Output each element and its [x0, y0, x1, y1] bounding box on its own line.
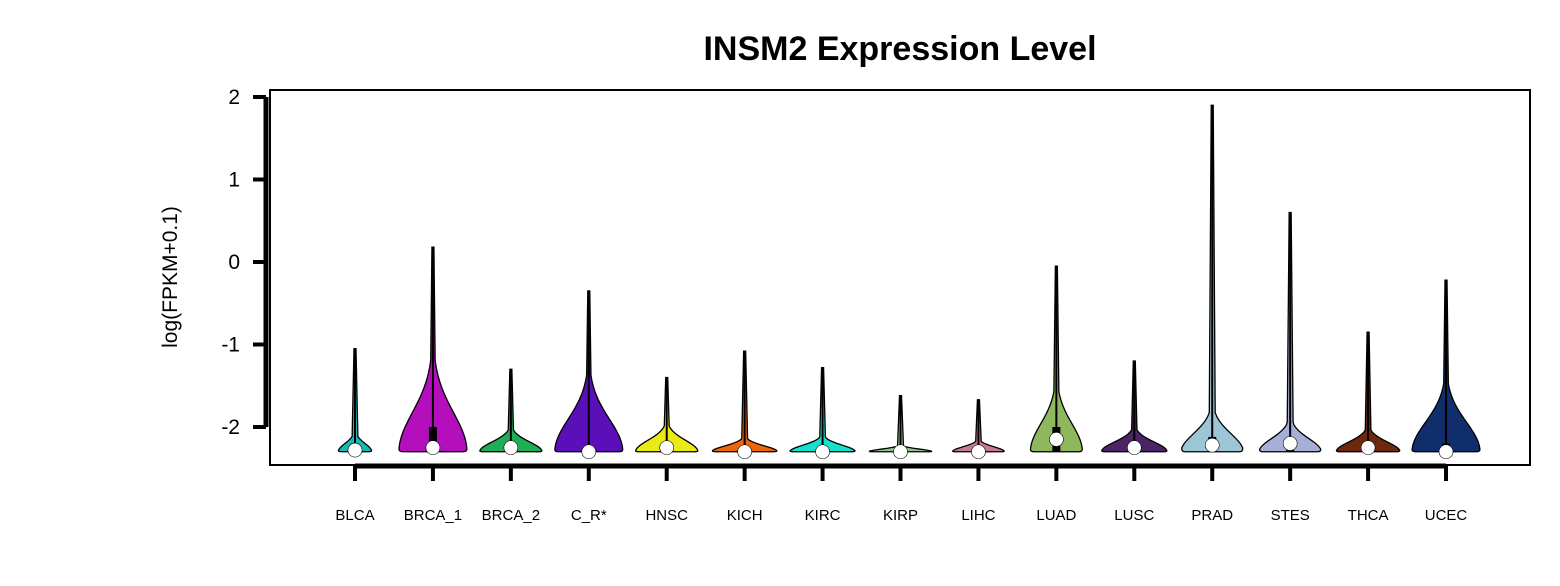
violin-kirc — [789, 366, 856, 460]
x-tick-label: LUSC — [1114, 507, 1154, 524]
x-tick-label: BRCA_1 — [404, 507, 462, 524]
violin-lihc — [952, 399, 1005, 460]
violin-thca — [1335, 331, 1401, 455]
x-tick-label: KIRC — [805, 507, 841, 524]
violin-median-dot — [1204, 437, 1220, 453]
violin-iqr-box — [428, 427, 437, 452]
violin-luad — [1029, 265, 1083, 453]
violin-lusc — [1101, 360, 1168, 455]
x-tick-label: PRAD — [1191, 507, 1233, 524]
y-tick-label: 1 — [228, 169, 240, 192]
violin-kirp — [868, 395, 933, 460]
violin-ucec — [1411, 279, 1481, 460]
x-tick-label: STES — [1271, 507, 1310, 524]
y-tick-label: 0 — [228, 251, 240, 274]
y-tick-label: -1 — [221, 334, 240, 357]
violin-median-dot — [503, 440, 519, 455]
violin-median-dot — [1360, 440, 1376, 455]
y-axis: -2 -1 0 1 2 — [221, 86, 269, 439]
x-tick-label: UCEC — [1425, 507, 1468, 524]
x-tick-label: KIRP — [883, 507, 918, 524]
violin-median-dot — [425, 440, 441, 455]
violin-median-dot — [1049, 432, 1064, 447]
x-tick-label: BLCA — [335, 507, 374, 524]
violin-median-dot — [581, 444, 597, 460]
violin-blca — [337, 347, 373, 458]
violin-median-dot — [893, 444, 908, 460]
x-tick-label: HNSC — [645, 507, 688, 524]
violin-median-dot — [1282, 436, 1298, 451]
violin-median-dot — [971, 444, 986, 460]
y-tick-label: 2 — [228, 86, 240, 109]
x-tick-label: C_R* — [571, 507, 607, 524]
chart-title: INSM2 Expression Level — [703, 30, 1096, 68]
y-axis-label: log(FPKM+0.1) — [159, 206, 182, 348]
violin-median-dot — [1438, 444, 1454, 460]
violin-stes — [1258, 211, 1322, 453]
violin-median-dot — [347, 442, 363, 458]
violin-c-r- — [554, 290, 624, 460]
x-tick-label: LIHC — [961, 507, 995, 524]
violin-brca-1 — [398, 246, 468, 455]
x-tick-label: LUAD — [1036, 507, 1076, 524]
violin-median-dot — [1127, 440, 1142, 455]
y-tick-label: -2 — [221, 416, 240, 439]
violin-hnsc — [634, 376, 699, 455]
violin-median-dot — [737, 444, 752, 460]
x-tick-label: BRCA_2 — [482, 507, 540, 524]
x-axis: BLCA BRCA_1 BRCA_2 C_R* HNSC KICH KIRC KIRP LIHC… — [335, 463, 1468, 524]
x-tick-label: THCA — [1348, 507, 1389, 524]
violin-brca-2 — [479, 368, 543, 455]
violin-kich — [711, 350, 778, 460]
violin-median-dot — [815, 444, 830, 460]
violin-median-dot — [659, 440, 675, 455]
x-tick-label: KICH — [727, 507, 763, 524]
violin-prad — [1181, 104, 1244, 453]
violins — [337, 104, 1481, 460]
